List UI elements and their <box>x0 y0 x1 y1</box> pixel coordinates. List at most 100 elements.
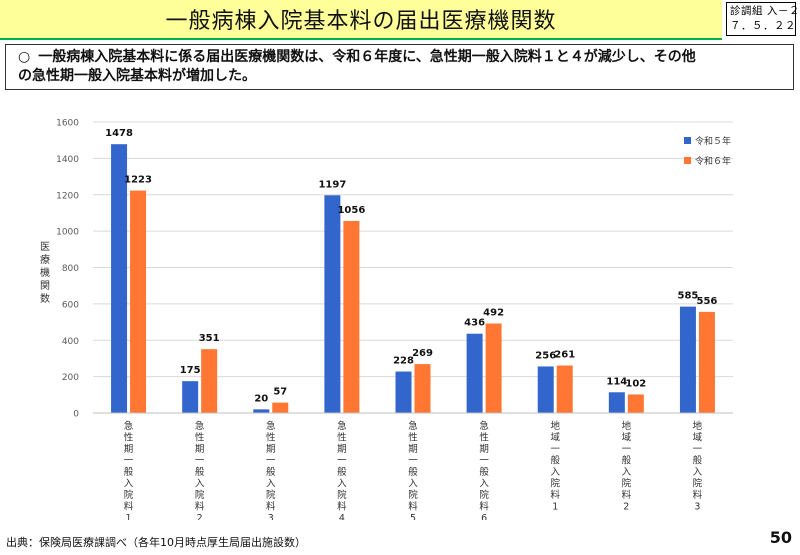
x-category-label-char: 6 <box>481 513 487 520</box>
y-axis-label-char: 関 <box>40 280 50 292</box>
x-category-label-char: 2 <box>197 513 203 520</box>
x-category-label-char: 般 <box>266 466 276 478</box>
x-category-label-char: 一 <box>266 456 276 467</box>
data-label: 1478 <box>105 128 133 139</box>
x-category-label-char: 入 <box>337 479 347 490</box>
y-axis-label-char: 療 <box>40 253 50 266</box>
x-category-label-char: 料 <box>479 501 489 513</box>
data-label: 256 <box>535 350 556 361</box>
bar <box>201 349 218 413</box>
y-axis-label-char: 数 <box>40 292 50 305</box>
document-code-line1: 診調組 入－２ <box>730 5 800 17</box>
data-label: 436 <box>464 318 485 329</box>
x-category-label-char: 性 <box>195 432 205 444</box>
y-tick-label: 1600 <box>56 119 79 129</box>
bar <box>679 306 696 413</box>
x-category-label-char: 入 <box>195 479 205 490</box>
x-category-label-char: 入 <box>266 479 276 490</box>
x-category-label-char: 入 <box>550 467 560 478</box>
x-category-label-char: 料 <box>622 489 632 501</box>
data-label: 20 <box>254 393 268 404</box>
bar <box>111 144 128 413</box>
data-label: 1223 <box>124 175 152 186</box>
x-category-label-char: 一 <box>337 456 347 467</box>
x-category-label-char: 一 <box>693 444 703 455</box>
document-code-line2: ７．５．２２ <box>730 20 796 32</box>
x-category-label-char: 域 <box>693 432 703 444</box>
summary-text-line2: の急性期一般入院基本料が増加した。 <box>18 68 256 84</box>
x-category-label-char: 期 <box>124 444 134 455</box>
y-tick-label: 1400 <box>56 155 79 165</box>
x-category-label-char: 急 <box>266 420 276 432</box>
x-category-label-char: 料 <box>337 501 347 513</box>
x-category-label-char: 1 <box>552 502 558 513</box>
x-category-label-char: 性 <box>337 432 347 444</box>
x-category-label-char: 一 <box>408 456 418 467</box>
data-label: 175 <box>180 365 201 376</box>
source-note: 出典：保険局医療課調べ（各年10月時点厚生局届出施設数） <box>6 536 306 549</box>
document-code-box: 診調組 入－２ ７．５．２２ <box>726 2 800 36</box>
data-label: 351 <box>199 333 220 344</box>
bar <box>466 333 483 413</box>
x-category-label-char: 料 <box>124 501 134 513</box>
data-label: 1197 <box>318 179 346 190</box>
x-category-label-char: 期 <box>479 444 489 455</box>
data-label: 114 <box>606 376 627 387</box>
x-category-label-char: 入 <box>408 479 418 490</box>
x-category-label-char: 性 <box>266 432 276 444</box>
data-label: 102 <box>625 378 646 389</box>
x-category-label-char: 院 <box>479 489 489 501</box>
x-category-label-char: 般 <box>124 466 134 478</box>
bar <box>272 402 289 413</box>
x-category-label-char: 院 <box>622 478 632 490</box>
data-label: 492 <box>483 308 504 319</box>
x-category-label-char: 般 <box>693 455 703 467</box>
x-category-label-char: 地 <box>550 420 560 432</box>
x-category-label-char: 域 <box>622 432 632 444</box>
x-category-label-char: 般 <box>550 455 560 467</box>
data-label: 1056 <box>337 205 365 216</box>
y-tick-label: 0 <box>73 410 79 420</box>
bar <box>627 394 644 413</box>
x-category-label-char: 3 <box>268 513 274 520</box>
legend-swatch <box>684 157 691 164</box>
x-category-label-char: 一 <box>195 456 205 467</box>
x-category-label-char: 性 <box>479 432 489 444</box>
page-title: 一般病棟入院基本料の届出医療機関数 <box>165 9 557 34</box>
x-category-label-char: 急 <box>195 420 205 432</box>
x-category-label-char: 一 <box>550 444 560 455</box>
data-label: 556 <box>697 296 718 307</box>
x-category-label-char: 院 <box>266 489 276 501</box>
y-axis-label-char: 機 <box>40 266 50 279</box>
x-category-label-char: 院 <box>124 489 134 501</box>
x-category-label-char: 料 <box>195 501 205 513</box>
y-tick-label: 400 <box>62 337 79 347</box>
x-category-label-char: 期 <box>195 444 205 455</box>
x-category-label-char: 3 <box>694 502 700 513</box>
x-category-label-char: 地 <box>693 420 703 432</box>
bar <box>698 311 715 413</box>
data-label: 261 <box>554 350 575 361</box>
x-category-label-char: 1 <box>126 513 132 520</box>
x-category-label-char: 急 <box>337 420 347 432</box>
summary-text-line1: 一般病棟入院基本料に係る届出医療機関数は、令和６年度に、急性期一般入院料１と４が… <box>38 49 696 65</box>
legend-label: 令和６年 <box>695 155 731 167</box>
x-category-label-char: 院 <box>550 478 560 490</box>
bar <box>324 195 341 413</box>
y-tick-label: 200 <box>62 373 79 383</box>
x-category-label-char: 一 <box>479 456 489 467</box>
bar <box>556 365 573 413</box>
bullet-circle-icon: ○ <box>18 49 31 65</box>
legend-swatch <box>684 137 691 144</box>
x-category-label-char: 院 <box>195 489 205 501</box>
x-category-label-char: 般 <box>408 466 418 478</box>
x-category-label-char: 2 <box>623 502 629 513</box>
x-category-label-char: 般 <box>622 455 632 467</box>
x-category-label-char: 一 <box>124 456 134 467</box>
bar <box>414 364 431 413</box>
bar-chart: 0 200 400 600 800 1000 1200 1400 1600 医療機関数 1478 12… <box>0 100 800 524</box>
x-category-label-char: 料 <box>266 501 276 513</box>
x-category-label-char: 性 <box>408 432 418 444</box>
data-label: 228 <box>393 356 414 367</box>
x-category-label-char: 急 <box>408 420 418 432</box>
